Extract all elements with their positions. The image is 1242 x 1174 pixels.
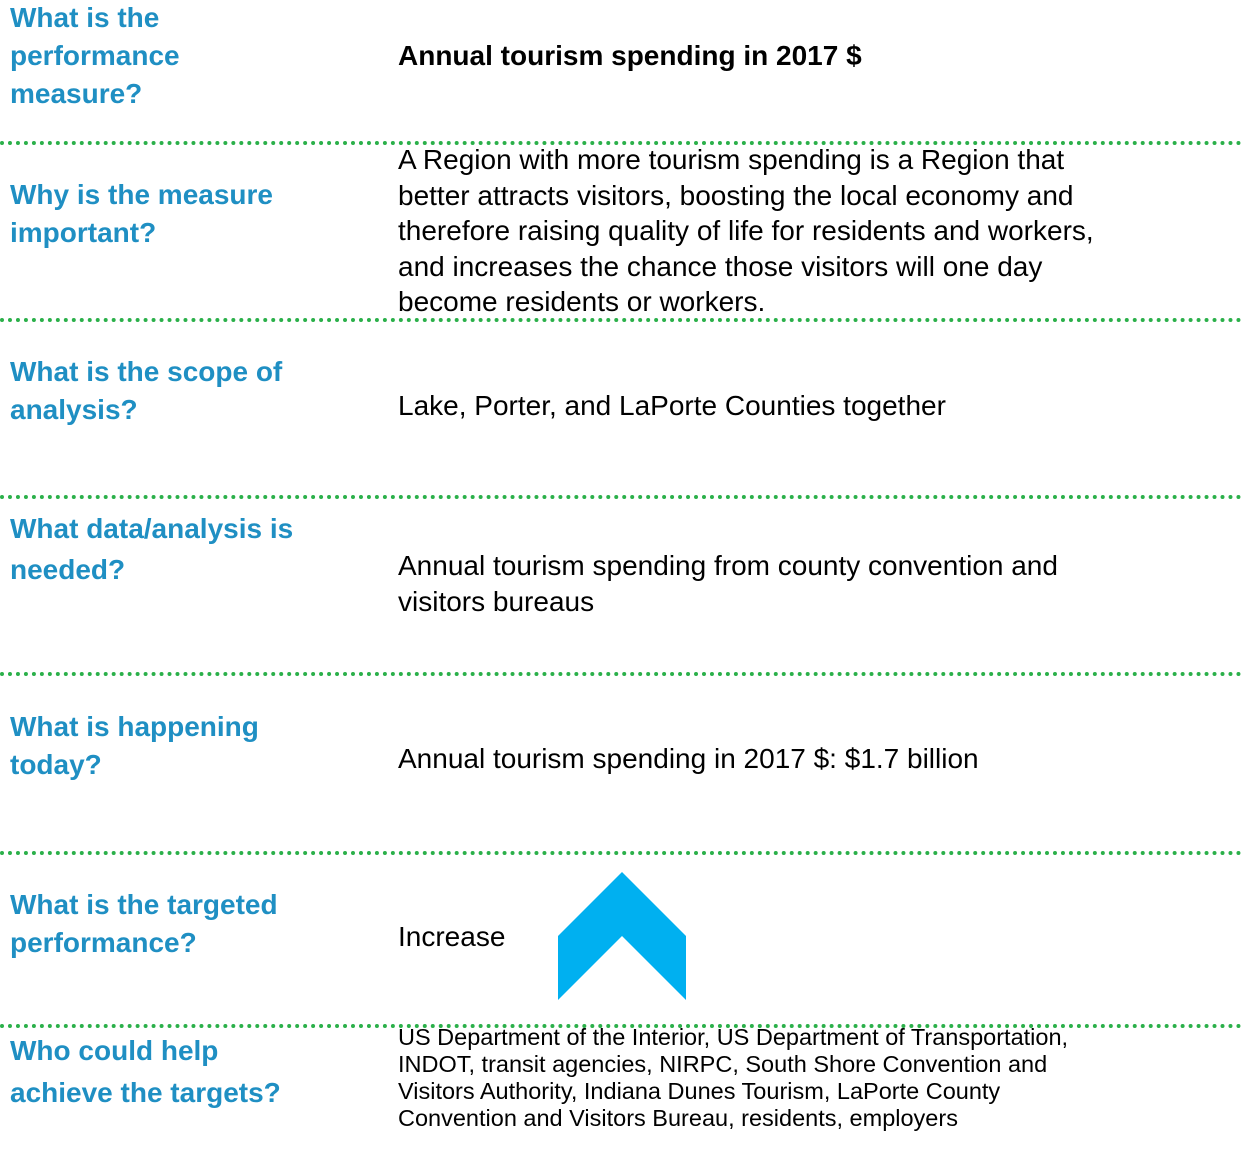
separator [0,318,1242,322]
label-line: important? [10,217,157,248]
label-line: needed? [10,554,126,585]
row-label: What is the scope of analysis? [10,353,282,429]
row-value: US Department of the Interior, US Depart… [398,1024,1068,1132]
label-line: What is the targeted [10,889,278,920]
value-line: Annual tourism spending in 2017 $ [398,40,862,71]
value-line: INDOT, transit agencies, NIRPC, South Sh… [398,1051,1048,1077]
value-line: therefore raising quality of life for re… [398,215,1094,246]
row-value: A Region with more tourism spending is a… [398,142,1094,320]
row-label: What is the targeted performance? [10,886,278,962]
label-line: What is the scope of [10,356,283,387]
value-line: Convention and Visitors Bureau, resident… [398,1105,958,1131]
label-line: analysis? [10,394,138,425]
value-line: A Region with more tourism spending is a… [398,144,1065,175]
label-line: What data/analysis is [10,513,294,544]
label-line: performance [10,40,180,71]
label-line: Who could help [10,1035,219,1066]
value-line: Increase [398,921,506,952]
row-value: Annual tourism spending from county conv… [398,548,1058,620]
up-chevron [558,872,686,1000]
row-label: What is the performance measure? [10,0,180,113]
separator [0,1024,1242,1028]
row-label: What is happening today? [10,708,259,784]
label-line: What is the [10,2,160,33]
separator [0,851,1242,855]
row-label: Why is the measure important? [10,176,273,252]
value-line: Annual tourism spending in 2017 $: $1.7 … [398,743,979,774]
label-line: achieve the targets? [10,1077,281,1108]
row-label: Who could help achieve the targets? [10,1030,281,1114]
separator [0,495,1242,499]
row-label: What data/analysis is needed? [10,508,293,590]
value-line: Lake, Porter, and LaPorte Counties toget… [398,390,946,421]
value-line: visitors bureaus [398,586,595,617]
row-value: Annual tourism spending in 2017 $: $1.7 … [398,741,979,777]
row-value: Lake, Porter, and LaPorte Counties toget… [398,388,946,424]
value-line: and increases the chance those visitors … [398,250,1043,282]
label-line: Why is the measure [10,179,273,210]
value-line: better attracts visitors, boosting the l… [398,179,1074,211]
label-line: today? [10,749,102,780]
value-line: become residents or workers. [398,286,766,317]
value-line: Annual tourism spending from county conv… [398,550,1058,581]
value-line: Visitors Authority, Indiana Dunes Touris… [398,1078,1001,1104]
separator [0,672,1242,676]
label-line: performance? [10,927,197,958]
row-value: Increase [398,919,505,955]
label-line: What is happening [10,711,259,742]
separator [0,141,1242,145]
value-line: US Department of the Interior, US Depart… [398,1024,1069,1050]
row-value: Annual tourism spending in 2017 $ [398,38,862,74]
label-line: measure? [10,78,143,109]
